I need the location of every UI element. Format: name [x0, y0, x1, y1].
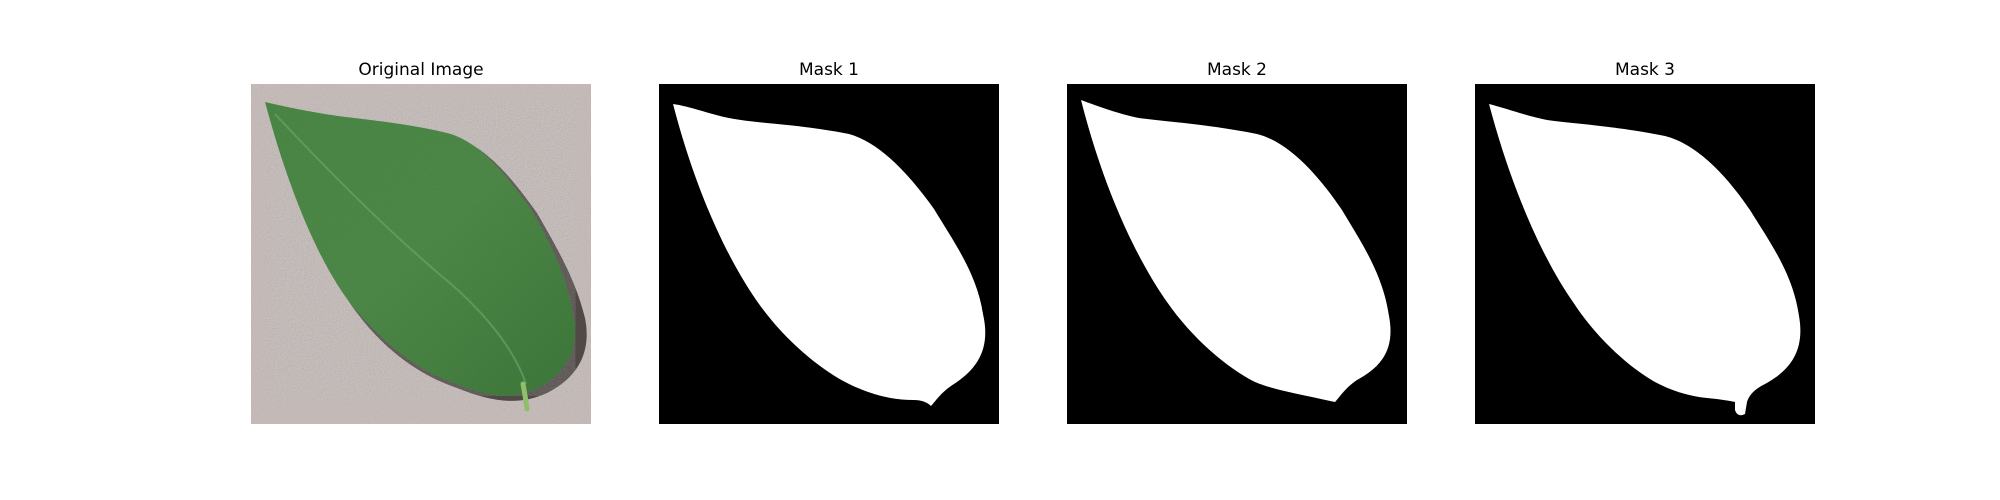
panel-mask-3: Mask 3	[1475, 57, 1815, 424]
mask-image-3	[1475, 84, 1815, 424]
mask-region	[673, 104, 986, 406]
panel-title: Mask 3	[1614, 60, 1675, 80]
panel-title: Original Image	[358, 60, 484, 80]
mask-region	[1489, 104, 1801, 416]
leaf-midrib	[274, 113, 527, 385]
panel-mask-1: Mask 1	[659, 57, 999, 424]
mask-image-2	[1067, 84, 1407, 424]
panel-title: Mask 1	[798, 60, 859, 80]
panel-original: Original Image	[251, 57, 591, 424]
leaf-photo	[251, 84, 591, 424]
mask-region	[1081, 100, 1391, 402]
leaf-shape	[265, 102, 576, 396]
leaf-stem	[520, 381, 530, 412]
mask-image-1	[659, 84, 999, 424]
panel-mask-2: Mask 2	[1067, 57, 1407, 424]
panel-title: Mask 2	[1206, 60, 1267, 80]
